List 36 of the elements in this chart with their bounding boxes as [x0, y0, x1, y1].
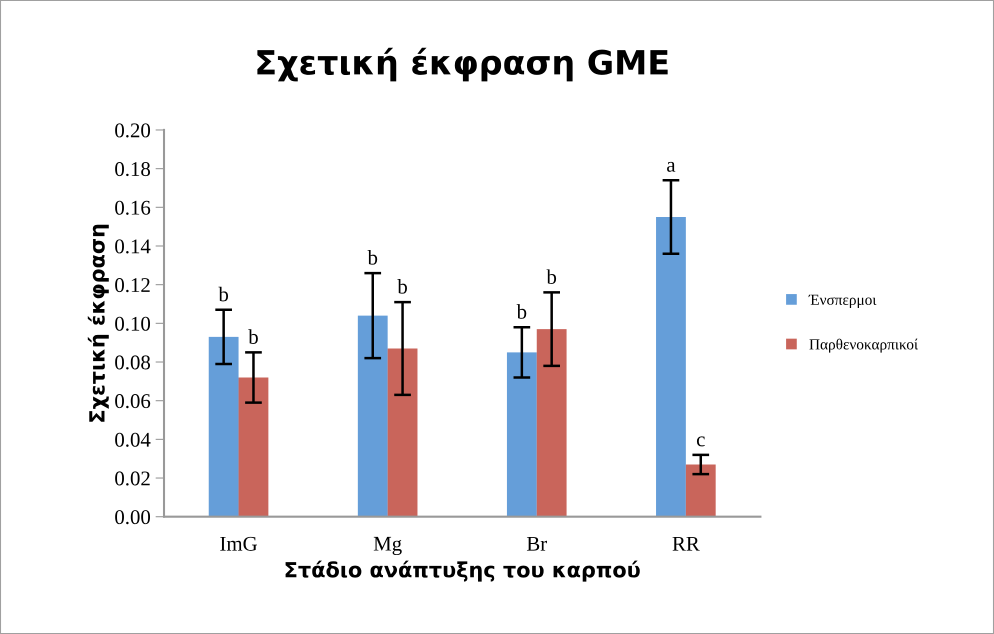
y-tick-label: 0.20 [115, 123, 150, 138]
bar [686, 464, 716, 517]
legend-label: Ένσπερμοι [808, 294, 876, 308]
x-tick-label: Br [526, 536, 547, 551]
y-tick-label: 0.02 [115, 471, 150, 486]
bar [506, 352, 537, 517]
x-tick-label: Mg [374, 536, 402, 556]
x-tick-label: ImG [220, 536, 258, 551]
y-tick-label: 0.14 [115, 239, 150, 254]
y-tick-label: 0.18 [115, 162, 150, 176]
y-tick-label: 0.08 [115, 355, 150, 370]
bar [358, 316, 388, 517]
legend-label: Παρθενοκαρπικοί [809, 338, 918, 353]
x-axis-title: Στάδιο ανάπτυξης του καρπού [286, 560, 640, 582]
bar [536, 329, 567, 517]
chart-title: Σχετική έκφραση GME [257, 48, 668, 82]
x-tick-label: RR [672, 536, 700, 551]
data-label: b [397, 279, 407, 294]
y-tick-label: 0.06 [115, 394, 150, 408]
bar [208, 336, 239, 517]
bar [388, 348, 418, 517]
data-label: b [516, 304, 526, 319]
data-label: b [368, 250, 378, 265]
bar [656, 216, 686, 517]
y-axis-title: Σχετική έκφραση [88, 224, 109, 422]
y-tick-label: 0.04 [115, 432, 150, 447]
y-tick-label: 0.10 [115, 316, 150, 331]
bar [238, 377, 268, 517]
data-label: b [248, 329, 258, 344]
data-label: b [546, 269, 556, 284]
data-label: c [696, 436, 705, 446]
data-label: a [667, 162, 676, 172]
y-tick-label: 0.00 [115, 510, 150, 524]
data-label: b [218, 286, 228, 302]
y-tick-label: 0.16 [115, 200, 150, 215]
y-tick-label: 0.12 [115, 278, 150, 292]
